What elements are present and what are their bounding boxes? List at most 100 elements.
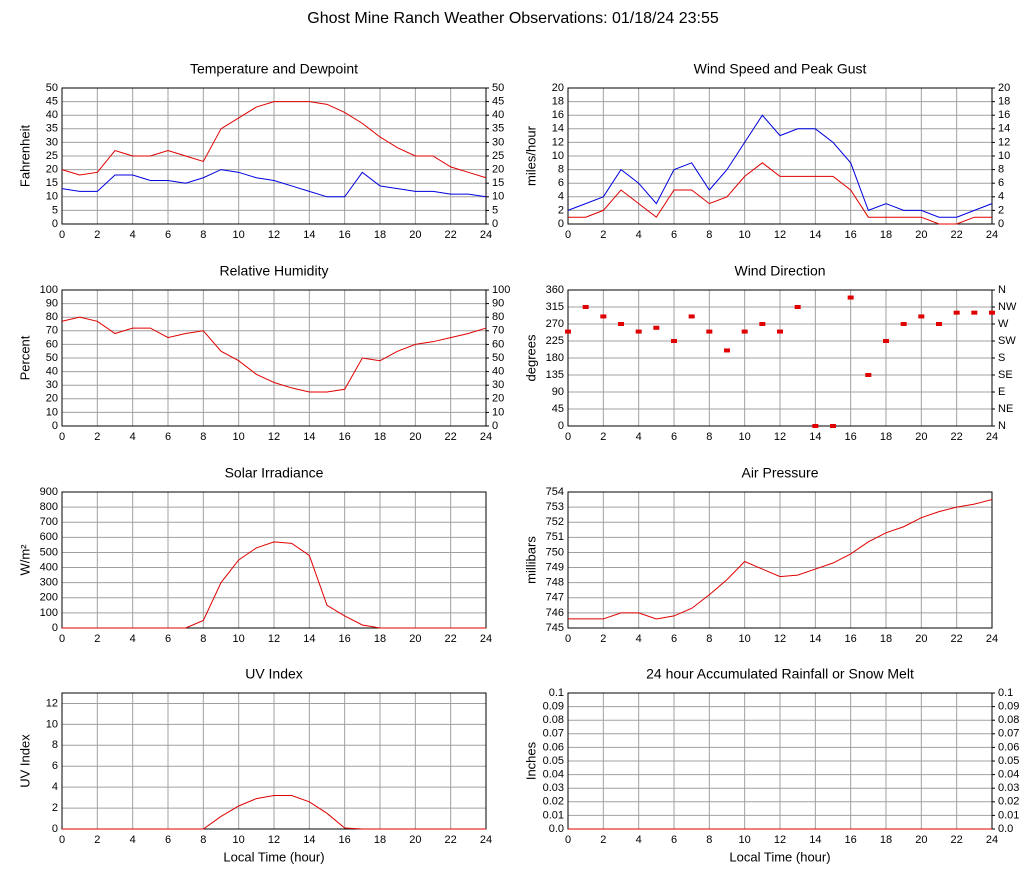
y-tick-label: 749: [546, 561, 564, 573]
x-tick-label: 22: [445, 229, 457, 241]
x-tick-label: 16: [845, 834, 857, 846]
x-tick-label: 10: [739, 633, 751, 645]
y-tick-label: 0: [52, 420, 58, 432]
x-axis-label: Local Time (hour): [729, 849, 830, 864]
y-tick-label: 0.03: [543, 782, 564, 794]
y-tick-label: 100: [40, 284, 58, 296]
x-tick-label: 12: [268, 229, 280, 241]
data-point: [653, 325, 660, 330]
y-tick-label: 200: [40, 592, 58, 604]
data-line: [568, 162, 992, 225]
x-tick-label: 14: [303, 834, 315, 846]
y2-tick-label: 50: [492, 352, 504, 364]
y-tick-label: 8: [52, 739, 58, 751]
y-tick-label: 45: [46, 96, 58, 108]
x-tick-label: 14: [809, 633, 821, 645]
y-tick-label: 90: [552, 386, 564, 398]
chart-title: Wind Speed and Peak Gust: [694, 61, 867, 77]
x-tick-label: 2: [94, 633, 100, 645]
y-tick-label: 18: [552, 96, 564, 108]
x-tick-label: 24: [480, 633, 492, 645]
data-point: [777, 329, 783, 334]
data-line: [61, 169, 487, 198]
x-tick-label: 12: [774, 834, 786, 846]
x-tick-label: 14: [303, 633, 315, 645]
plot-frame: [61, 491, 487, 629]
y-tick-label: 225: [546, 335, 564, 347]
y-tick-label: 2: [52, 802, 58, 814]
x-tick-label: 2: [94, 431, 100, 443]
x-tick-label: 4: [130, 229, 136, 241]
y-tick-label: 10: [46, 718, 58, 730]
data-point: [812, 424, 819, 428]
y-tick-label: 0.02: [543, 796, 564, 808]
y2-tick-label: 0: [998, 218, 1004, 230]
y-tick-label: 800: [40, 501, 58, 513]
y2-tick-label: 0.04: [998, 769, 1019, 781]
data-point: [671, 339, 677, 343]
y-tick-label: 747: [546, 592, 564, 604]
y-tick-label: 4: [52, 781, 58, 793]
data-point: [989, 310, 995, 315]
x-tick-label: 6: [671, 431, 677, 443]
y-tick-label: 20: [46, 393, 58, 405]
y-tick-label: 0.04: [543, 769, 564, 781]
y2-tick-label: NE: [998, 403, 1013, 415]
y2-tick-label: 30: [492, 136, 504, 148]
y-tick-label: 0: [558, 218, 564, 230]
y2-tick-label: 12: [998, 136, 1010, 148]
y2-tick-label: 20: [492, 164, 504, 176]
x-tick-label: 22: [445, 834, 457, 846]
y-tick-label: 270: [546, 318, 564, 330]
x-tick-label: 20: [409, 229, 421, 241]
y2-tick-label: 18: [998, 96, 1010, 108]
x-tick-label: 2: [600, 229, 606, 241]
y-tick-label: 15: [46, 177, 58, 189]
x-tick-label: 0: [59, 834, 65, 846]
x-tick-label: 6: [165, 633, 171, 645]
x-tick-label: 12: [774, 431, 786, 443]
data-point: [971, 310, 978, 315]
plot-frame: [61, 289, 487, 427]
y2-tick-label: 0.05: [998, 755, 1019, 767]
x-tick-label: 18: [374, 633, 386, 645]
y-tick-label: 0.1: [549, 687, 564, 699]
y-tick-label: 4: [558, 191, 564, 203]
data-point: [865, 373, 872, 377]
y2-tick-label: 20: [492, 393, 504, 405]
y-tick-label: 10: [46, 406, 58, 418]
x-tick-label: 8: [706, 834, 712, 846]
x-tick-label: 14: [809, 229, 821, 241]
chart-title: 24 hour Accumulated Rainfall or Snow Mel…: [646, 666, 914, 682]
y-tick-label: 360: [546, 284, 564, 296]
x-tick-label: 24: [986, 834, 998, 846]
x-tick-label: 10: [233, 633, 245, 645]
x-tick-label: 16: [845, 431, 857, 443]
y-tick-label: 746: [546, 607, 564, 619]
y2-tick-label: N: [998, 284, 1006, 296]
y-tick-label: 0.09: [543, 701, 564, 713]
x-tick-label: 4: [130, 431, 136, 443]
y-tick-label: 135: [546, 369, 564, 381]
y-tick-label: 0: [52, 622, 58, 634]
x-tick-label: 4: [636, 431, 642, 443]
y-tick-label: 0.06: [543, 741, 564, 753]
page-title: Ghost Mine Ranch Weather Observations: 0…: [307, 10, 719, 27]
y-tick-label: 753: [546, 501, 564, 513]
data-point: [724, 348, 730, 353]
x-tick-label: 12: [268, 431, 280, 443]
y-tick-label: 6: [52, 760, 58, 772]
y-tick-label: 0: [558, 420, 564, 432]
y-tick-label: 0: [52, 218, 58, 230]
y-tick-label: 754: [546, 486, 564, 498]
x-tick-label: 8: [706, 633, 712, 645]
x-tick-label: 2: [600, 834, 606, 846]
y-tick-label: 2: [558, 204, 564, 216]
x-tick-label: 6: [671, 834, 677, 846]
y2-tick-label: 5: [492, 204, 498, 216]
x-tick-label: 10: [739, 229, 751, 241]
x-tick-label: 24: [986, 431, 998, 443]
y-axis-label: Percent: [17, 335, 32, 380]
x-tick-label: 18: [374, 431, 386, 443]
y-tick-label: 30: [46, 136, 58, 148]
